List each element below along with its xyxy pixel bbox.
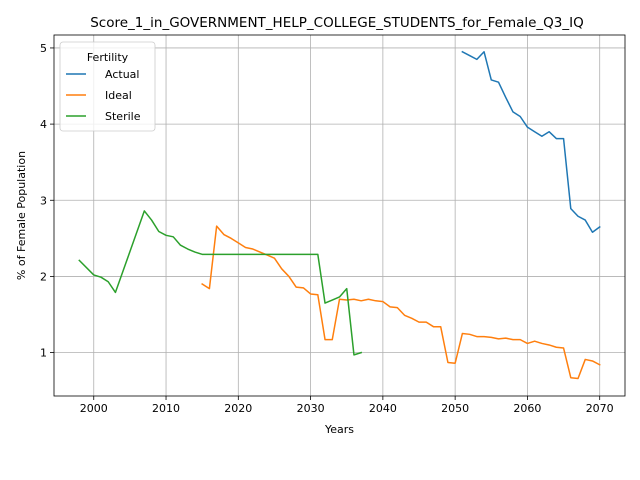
x-axis-label: Years xyxy=(324,423,354,436)
x-tick-label: 2030 xyxy=(297,402,325,415)
legend: Fertility Actual Ideal Sterile xyxy=(59,41,156,132)
series-line-sterile xyxy=(78,210,363,356)
y-tick-label: 2 xyxy=(40,270,47,283)
x-tick-label: 2040 xyxy=(369,402,397,415)
legend-label-ideal: Ideal xyxy=(105,89,132,102)
x-tick-label: 2070 xyxy=(586,402,614,415)
legend-title: Fertility xyxy=(87,51,129,64)
series-layer xyxy=(78,50,601,380)
x-tick-label: 2010 xyxy=(152,402,180,415)
legend-frame xyxy=(59,41,156,132)
chart-title: Score_1_in_GOVERNMENT_HELP_COLLEGE_STUDE… xyxy=(90,15,584,31)
legend-items: Actual Ideal Sterile xyxy=(66,68,141,123)
x-tick-label: 2060 xyxy=(513,402,541,415)
legend-label-actual: Actual xyxy=(105,68,139,81)
x-tick-label: 2000 xyxy=(80,402,108,415)
y-tick-label: 3 xyxy=(40,194,47,207)
y-tick-label: 5 xyxy=(40,42,47,55)
grid-lines xyxy=(54,35,625,396)
series-line-ideal xyxy=(201,225,601,380)
series-line-actual xyxy=(461,50,601,234)
x-axis: 2000 2010 2020 2030 2040 2050 2060 2070 xyxy=(80,396,614,415)
x-tick-label: 2050 xyxy=(441,402,469,415)
y-axis-label: % of Female Population xyxy=(15,151,28,280)
y-tick-label: 1 xyxy=(40,347,47,360)
x-tick-label: 2020 xyxy=(224,402,252,415)
y-axis: 1 2 3 4 5 xyxy=(40,42,54,360)
plot-frame xyxy=(53,34,626,397)
legend-label-sterile: Sterile xyxy=(105,110,141,123)
y-tick-label: 4 xyxy=(40,118,47,131)
